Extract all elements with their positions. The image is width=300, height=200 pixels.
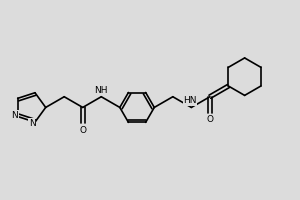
Text: O: O (79, 126, 86, 135)
Text: HN: HN (183, 96, 196, 105)
Text: N: N (11, 111, 18, 120)
Text: N: N (28, 119, 35, 128)
Text: NH: NH (94, 86, 108, 95)
Text: O: O (206, 115, 213, 124)
